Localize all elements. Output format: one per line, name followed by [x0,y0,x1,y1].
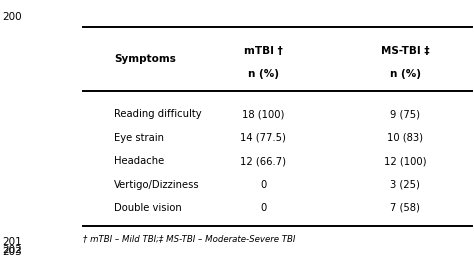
Text: Eye strain: Eye strain [114,133,164,143]
Text: 7 (58): 7 (58) [390,203,420,213]
Text: Symptoms: Symptoms [114,54,176,64]
Text: 201: 201 [2,237,22,247]
Text: 200: 200 [2,12,22,22]
Text: 0: 0 [260,180,266,190]
Text: Reading difficulty: Reading difficulty [114,109,201,119]
Text: n (%): n (%) [247,69,279,79]
Text: 3 (25): 3 (25) [390,180,420,190]
Text: 202: 202 [2,245,22,255]
Text: mTBI †: mTBI † [244,46,283,56]
Text: 0: 0 [260,203,266,213]
Text: MS-TBI ‡: MS-TBI ‡ [381,46,429,56]
Text: † mTBI – Mild TBI;‡ MS-TBI – Moderate-Severe TBI: † mTBI – Mild TBI;‡ MS-TBI – Moderate-Se… [83,234,295,243]
Text: 10 (83): 10 (83) [387,133,423,143]
Text: 203: 203 [2,247,22,257]
Text: Double vision: Double vision [114,203,182,213]
Text: 12 (66.7): 12 (66.7) [240,156,286,166]
Text: 9 (75): 9 (75) [390,109,420,119]
Text: Headache: Headache [114,156,164,166]
Text: 14 (77.5): 14 (77.5) [240,133,286,143]
Text: n (%): n (%) [390,69,421,79]
Text: 12 (100): 12 (100) [384,156,427,166]
Text: 18 (100): 18 (100) [242,109,284,119]
Text: Vertigo/Dizziness: Vertigo/Dizziness [114,180,200,190]
